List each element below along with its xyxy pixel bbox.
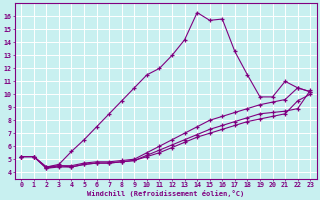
X-axis label: Windchill (Refroidissement éolien,°C): Windchill (Refroidissement éolien,°C) (87, 190, 244, 197)
